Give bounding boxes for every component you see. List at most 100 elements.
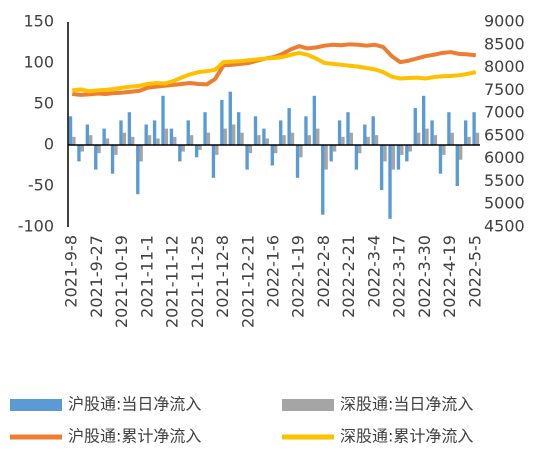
bar bbox=[304, 116, 308, 145]
bar bbox=[270, 145, 274, 166]
bar bbox=[139, 145, 143, 162]
y2-tick-label: 8000 bbox=[484, 57, 525, 76]
bar bbox=[383, 145, 387, 162]
bar bbox=[77, 145, 81, 162]
bar bbox=[181, 145, 185, 152]
bar bbox=[455, 145, 459, 186]
bar bbox=[354, 145, 359, 170]
bar bbox=[408, 145, 412, 152]
bar bbox=[366, 136, 370, 145]
bar bbox=[97, 145, 101, 154]
bar bbox=[189, 135, 194, 145]
y-tick-label: 0 bbox=[44, 135, 54, 154]
bar bbox=[253, 116, 258, 145]
bar bbox=[433, 135, 438, 145]
bar bbox=[178, 145, 182, 162]
bar bbox=[173, 136, 177, 145]
bar bbox=[413, 108, 417, 145]
x-tick-label: 2021-9-27 bbox=[87, 235, 106, 318]
y2-tick-label: 7000 bbox=[484, 103, 525, 122]
bar bbox=[131, 136, 135, 145]
bar bbox=[312, 95, 317, 145]
bar bbox=[248, 145, 253, 154]
bar bbox=[307, 135, 311, 145]
bar bbox=[379, 145, 384, 191]
bar bbox=[156, 138, 160, 145]
y-tick-label: -100 bbox=[18, 217, 54, 236]
bar bbox=[169, 128, 174, 145]
bar bbox=[421, 95, 426, 145]
bar bbox=[290, 132, 295, 145]
bar bbox=[114, 145, 118, 155]
bar bbox=[198, 145, 202, 150]
x-tick-label: 2022-1-6 bbox=[264, 235, 283, 308]
x-tick-label: 2022-5-5 bbox=[465, 235, 484, 308]
bar bbox=[442, 145, 446, 155]
legend-label: 深股通:当日净流入 bbox=[340, 395, 473, 414]
y-tick-label: -50 bbox=[28, 176, 54, 195]
bar bbox=[447, 112, 451, 145]
x-tick-label: 2022-4-19 bbox=[440, 235, 459, 318]
x-tick-label: 2022-3-17 bbox=[390, 235, 409, 318]
x-tick-label: 2022-2-21 bbox=[339, 235, 358, 318]
bar bbox=[102, 128, 106, 145]
bar bbox=[346, 112, 350, 145]
y2-tick-label: 7500 bbox=[484, 80, 525, 99]
bar bbox=[349, 132, 354, 145]
bar bbox=[425, 128, 429, 145]
bar bbox=[475, 132, 480, 145]
bar bbox=[127, 112, 132, 145]
y-tick-label: 100 bbox=[23, 53, 54, 72]
bar bbox=[265, 138, 269, 145]
bar bbox=[464, 120, 468, 145]
legend-label: 沪股通:当日净流入 bbox=[68, 395, 201, 414]
y2-tick-label: 6000 bbox=[484, 148, 525, 167]
bar bbox=[374, 135, 379, 145]
y2-tick-label: 9000 bbox=[484, 12, 525, 31]
bar bbox=[136, 145, 140, 195]
bar bbox=[68, 116, 73, 145]
bar bbox=[396, 145, 401, 170]
legend-swatch bbox=[282, 399, 334, 411]
y2-tick-label: 8500 bbox=[484, 34, 525, 53]
legend-label: 沪股通:累计净流入 bbox=[68, 427, 201, 446]
bar bbox=[450, 132, 454, 145]
legend-swatch bbox=[10, 399, 62, 411]
x-tick-label: 2021-9-8 bbox=[62, 235, 81, 308]
x-tick-label: 2022-2-8 bbox=[314, 235, 333, 308]
y-tick-label: 50 bbox=[34, 94, 54, 113]
bar bbox=[161, 95, 165, 145]
bar bbox=[321, 145, 325, 215]
bar bbox=[405, 145, 409, 162]
bar bbox=[458, 145, 463, 160]
x-tick-label: 2021-11-1 bbox=[137, 235, 156, 318]
bar bbox=[257, 135, 261, 145]
bar bbox=[122, 132, 127, 145]
bar bbox=[211, 145, 216, 178]
bar bbox=[316, 128, 320, 145]
bar bbox=[274, 145, 278, 154]
y2-tick-label: 5000 bbox=[484, 194, 525, 213]
bar bbox=[237, 112, 241, 145]
bar bbox=[416, 132, 421, 145]
bar bbox=[72, 136, 76, 145]
bar bbox=[203, 112, 207, 145]
x-tick-label: 2021-10-19 bbox=[112, 235, 131, 328]
bar bbox=[400, 145, 404, 155]
bar bbox=[215, 145, 219, 155]
bar bbox=[358, 145, 362, 154]
bar bbox=[94, 145, 98, 170]
bar bbox=[231, 124, 236, 145]
bar bbox=[147, 135, 152, 145]
legend-label: 深股通:累计净流入 bbox=[340, 427, 473, 446]
bar bbox=[467, 136, 471, 145]
bar bbox=[371, 116, 375, 145]
x-tick-label: 2022-3-30 bbox=[415, 235, 434, 318]
bar bbox=[206, 132, 211, 145]
bar bbox=[105, 138, 110, 145]
bar bbox=[324, 145, 328, 170]
bar bbox=[262, 128, 266, 145]
bar bbox=[341, 136, 345, 145]
x-tick-label: 2021-11-25 bbox=[188, 235, 207, 328]
